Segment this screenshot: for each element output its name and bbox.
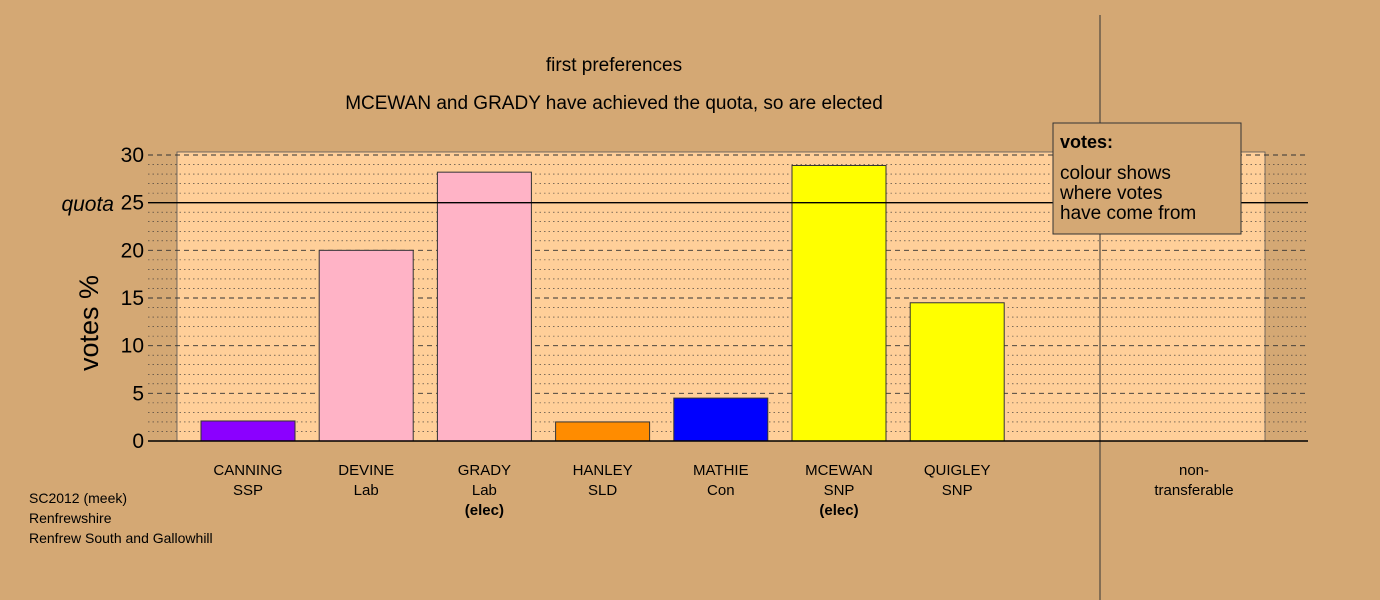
quota-label: quota [61,193,114,216]
bars [200,164,1005,442]
x-label-name: MCEWAN [805,462,873,479]
x-label-name: DEVINE [338,462,394,479]
y-tick-label: 5 [132,382,144,405]
legend-line-2: where votes [1059,183,1162,204]
bar-mcewan [791,164,887,442]
legend-box [1052,122,1242,235]
x-label-party: Con [707,482,735,499]
x-axis-labels: CANNING SSP DEVINE Lab GRADY Lab (elec) HANLEY S… [213,462,990,519]
nontransferable-label-1: non- [1179,462,1209,479]
x-label-elected: (elec) [819,502,858,519]
x-label-party: SSP [233,482,263,499]
x-label-name: MATHIE [693,462,749,479]
legend-line-1: colour shows [1060,163,1171,184]
y-tick-label: 25 [121,192,144,215]
y-tick-label: 10 [121,335,144,358]
x-label-party: SNP [942,482,973,499]
bar-grady [436,171,532,442]
y-tick-label: 20 [121,239,144,262]
footer-line-3: Renfrew South and Gallowhill [29,530,213,546]
chart-title: first preferences [546,55,682,76]
y-axis: 0 5 10 15 20 25 30 [121,144,144,453]
x-label-party: SLD [588,482,617,499]
x-label-elected: (elec) [465,502,504,519]
x-label-party: Lab [472,482,497,499]
footer-line-2: Renfrewshire [29,510,112,526]
x-label-name: QUIGLEY [924,462,991,479]
bar-mathie [673,397,769,442]
x-label-party: Lab [354,482,379,499]
x-label-name: HANLEY [573,462,633,479]
legend: votes: colour shows where votes have com… [1052,122,1242,235]
legend-line-3: have come from [1060,203,1196,224]
legend-title: votes: [1060,132,1113,152]
x-label-party: SNP [824,482,855,499]
bar-devine [318,249,414,442]
chart-subtitle: MCEWAN and GRADY have achieved the quota… [345,93,883,114]
y-tick-label: 30 [121,144,144,167]
bar-canning [200,420,296,442]
y-tick-label: 0 [132,430,144,453]
footer-line-1: SC2012 (meek) [29,490,127,506]
bar-quigley [909,302,1005,442]
x-label-name: CANNING [213,462,282,479]
nontransferable-label-2: transferable [1154,482,1233,499]
y-tick-label: 15 [121,287,144,310]
x-label-name: GRADY [458,462,511,479]
bar-hanley [555,421,651,442]
y-axis-label: votes % [74,275,104,371]
